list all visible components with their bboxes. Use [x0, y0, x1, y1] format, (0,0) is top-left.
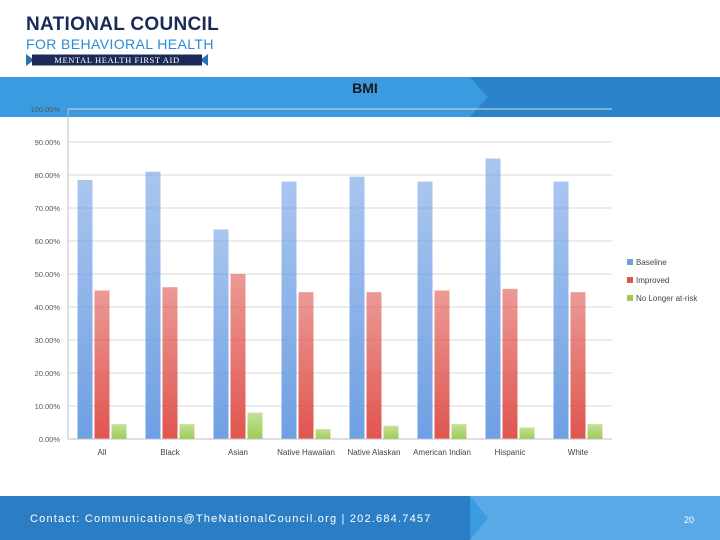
- bar-no-longer-at-risk: [111, 424, 127, 439]
- legend-swatch: [627, 259, 633, 265]
- footer-contact: Contact: Communications@TheNationalCounc…: [30, 513, 432, 525]
- x-tick-label: American Indian: [413, 448, 471, 457]
- chart-title: BMI: [352, 80, 378, 96]
- bar-improved: [230, 274, 246, 439]
- bar-improved: [162, 287, 178, 439]
- bar-baseline: [417, 181, 433, 439]
- x-tick-label: Asian: [228, 448, 248, 457]
- legend-label: No Longer at-risk: [636, 294, 698, 303]
- y-tick-label: 100.00%: [30, 105, 60, 114]
- bar-no-longer-at-risk: [247, 412, 263, 439]
- bar-no-longer-at-risk: [179, 424, 195, 439]
- bar-no-longer-at-risk: [451, 424, 467, 439]
- bar-baseline: [213, 229, 229, 439]
- legend-label: Baseline: [636, 258, 667, 267]
- y-tick-label: 70.00%: [35, 204, 61, 213]
- x-tick-label: All: [98, 448, 107, 457]
- bar-baseline: [553, 181, 569, 439]
- logo-title: NATIONAL COUNCIL: [26, 14, 220, 35]
- y-tick-label: 20.00%: [35, 369, 61, 378]
- bar-improved: [502, 288, 518, 439]
- x-tick-label: Black: [160, 448, 181, 457]
- y-tick-label: 60.00%: [35, 237, 61, 246]
- y-tick-label: 0.00%: [39, 435, 61, 444]
- bar-improved: [366, 292, 382, 439]
- x-tick-label: Native Alaskan: [348, 448, 401, 457]
- bar-baseline: [145, 171, 161, 439]
- bar-improved: [94, 290, 110, 439]
- title-banner: [0, 77, 720, 117]
- bar-baseline: [485, 158, 501, 439]
- y-tick-label: 90.00%: [35, 138, 61, 147]
- bar-improved: [570, 292, 586, 439]
- bar-no-longer-at-risk: [315, 429, 331, 439]
- footer-banner: [0, 496, 720, 540]
- y-tick-label: 80.00%: [35, 171, 61, 180]
- bar-no-longer-at-risk: [383, 425, 399, 439]
- bar-baseline: [77, 179, 93, 439]
- x-tick-label: White: [568, 448, 589, 457]
- bar-no-longer-at-risk: [519, 427, 535, 439]
- bar-baseline: [349, 176, 365, 439]
- page-number: 20: [684, 515, 695, 525]
- bar-no-longer-at-risk: [587, 424, 603, 439]
- x-tick-label: Native Hawaiian: [277, 448, 335, 457]
- y-tick-label: 30.00%: [35, 336, 61, 345]
- bmi-bar-chart: 0.00% 10.00% 20.00% 30.00% 40.00% 50.00% 60.00…: [30, 105, 698, 457]
- y-tick-label: 40.00%: [35, 303, 61, 312]
- x-tick-label: Hispanic: [495, 448, 526, 457]
- bar-improved: [298, 292, 314, 439]
- bar-improved: [434, 290, 450, 439]
- logo-ribbon-text: MENTAL HEALTH FIRST AID: [54, 55, 180, 65]
- y-tick-label: 50.00%: [35, 270, 61, 279]
- legend-label: Improved: [636, 276, 669, 285]
- legend-swatch: [627, 295, 633, 301]
- y-tick-label: 10.00%: [35, 402, 61, 411]
- logo-ribbon-icon: [26, 54, 208, 66]
- logo: NATIONAL COUNCIL FOR BEHAVIORAL HEALTH M…: [26, 14, 220, 70]
- legend-swatch: [627, 277, 633, 283]
- logo-subtitle: FOR BEHAVIORAL HEALTH: [26, 36, 214, 52]
- bar-baseline: [281, 181, 297, 439]
